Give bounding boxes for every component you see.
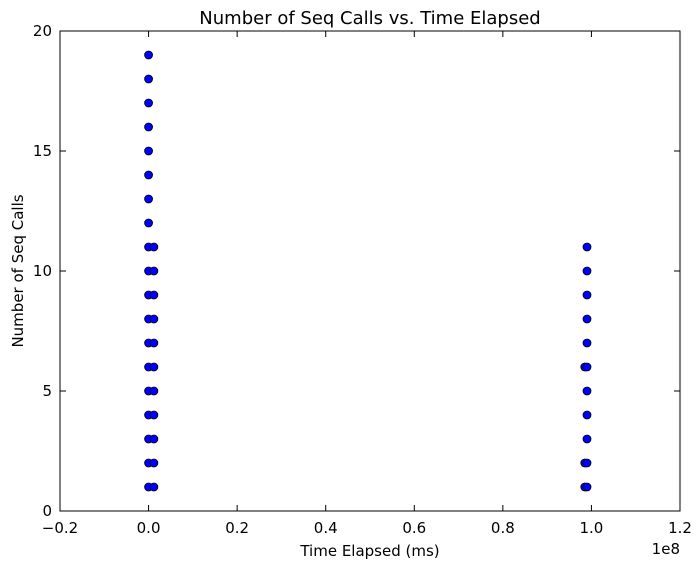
data-point bbox=[149, 314, 159, 324]
y-tick-label: 10 bbox=[33, 262, 52, 280]
plot-frame bbox=[59, 30, 681, 512]
data-point bbox=[582, 338, 592, 348]
data-point bbox=[582, 242, 592, 252]
x-offset-label: 1e8 bbox=[652, 540, 680, 558]
data-point bbox=[149, 410, 159, 420]
data-point bbox=[149, 362, 159, 372]
data-point bbox=[149, 338, 159, 348]
data-point bbox=[144, 74, 153, 84]
data-point bbox=[149, 458, 159, 468]
data-point bbox=[149, 266, 159, 276]
x-tick-label: 0.0 bbox=[137, 519, 161, 537]
x-axis-label: Time Elapsed (ms) bbox=[299, 542, 439, 560]
data-point bbox=[582, 434, 592, 444]
data-point bbox=[582, 290, 592, 300]
y-tick-label: 15 bbox=[33, 142, 52, 160]
y-tick-label: 0 bbox=[42, 502, 52, 520]
data-point bbox=[582, 386, 592, 396]
x-tick-label: 0.4 bbox=[314, 519, 338, 537]
data-point bbox=[144, 146, 153, 156]
data-point bbox=[582, 410, 592, 420]
x-tick-label: 0.2 bbox=[225, 519, 249, 537]
y-tick-label: 20 bbox=[33, 22, 52, 40]
data-point bbox=[149, 290, 159, 300]
y-axis-label: Number of Seq Calls bbox=[9, 194, 27, 347]
data-point bbox=[582, 314, 592, 324]
x-tick-label: 1.2 bbox=[668, 519, 692, 537]
y-tick-label: 5 bbox=[42, 382, 52, 400]
x-tick-label: 1.0 bbox=[579, 519, 603, 537]
data-point bbox=[144, 122, 153, 132]
chart-title: Number of Seq Calls vs. Time Elapsed bbox=[199, 8, 540, 29]
data-point bbox=[149, 242, 159, 252]
x-tick-label: 0.8 bbox=[491, 519, 515, 537]
data-point bbox=[582, 362, 592, 372]
plot-area bbox=[59, 30, 681, 512]
data-point bbox=[144, 98, 153, 108]
x-axis: −0.2 0.0 0.2 0.4 0.6 0.8 1.0 1.2 bbox=[42, 31, 692, 537]
data-point bbox=[582, 266, 592, 276]
x-tick-label: −0.2 bbox=[42, 519, 78, 537]
data-point bbox=[149, 482, 159, 492]
y-axis: 0 5 10 15 20 bbox=[33, 22, 680, 520]
x-tick-label: 0.6 bbox=[402, 519, 426, 537]
data-point bbox=[149, 386, 159, 396]
data-points bbox=[144, 50, 592, 492]
data-point bbox=[149, 434, 159, 444]
data-point bbox=[144, 194, 153, 204]
data-point bbox=[144, 170, 153, 180]
data-point bbox=[144, 50, 153, 60]
data-point bbox=[144, 218, 153, 228]
data-point bbox=[582, 482, 592, 492]
data-point bbox=[582, 458, 592, 468]
